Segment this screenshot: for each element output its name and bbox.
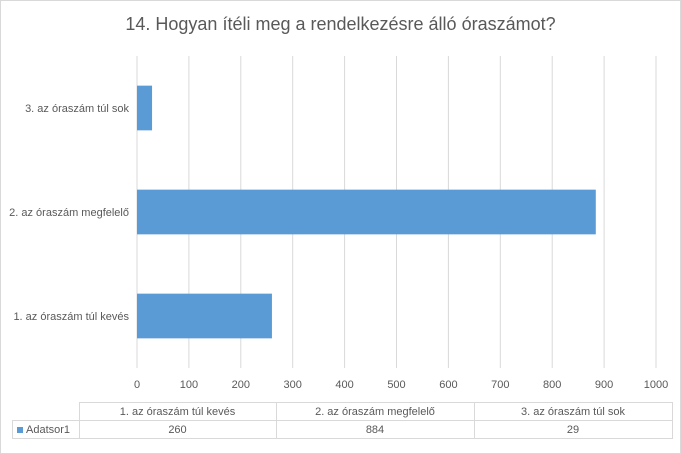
data-table-header-cell: 1. az óraszám túl kevés — [78, 402, 277, 421]
data-table-row: Adatsor1 260 884 29 — [12, 420, 673, 439]
data-table-value-cell: 260 — [78, 420, 277, 439]
x-tick-label: 600 — [439, 379, 457, 391]
data-table-series-cell: Adatsor1 — [12, 420, 80, 439]
x-tick-label: 400 — [335, 379, 353, 391]
x-tick-label: 300 — [284, 379, 302, 391]
data-table: 1. az óraszám túl kevés 2. az óraszám me… — [12, 402, 673, 439]
bar — [137, 85, 153, 131]
chart-title: 14. Hogyan ítéli meg a rendelkezésre áll… — [125, 14, 556, 34]
data-table-header-cell: 2. az óraszám megfelelő — [275, 402, 475, 421]
y-category-label: 3. az óraszám túl sok — [25, 103, 129, 115]
x-tick-label: 700 — [491, 379, 509, 391]
data-table-value-cell: 884 — [275, 420, 475, 439]
data-table-series-name: Adatsor1 — [26, 423, 71, 436]
data-table-header-cell: 3. az óraszám túl sok — [473, 402, 673, 421]
y-category-label: 1. az óraszám túl kevés — [13, 311, 129, 323]
x-tick-label: 0 — [134, 379, 140, 391]
x-tick-label: 1000 — [644, 379, 668, 391]
data-table-value-cell: 29 — [473, 420, 673, 439]
x-tick-label: 200 — [232, 379, 250, 391]
bar — [137, 189, 596, 235]
data-table-header-row: 1. az óraszám túl kevés 2. az óraszám me… — [12, 402, 673, 421]
x-tick-label: 900 — [595, 379, 613, 391]
y-category-label: 2. az óraszám megfelelő — [9, 207, 129, 219]
bar — [137, 293, 272, 339]
x-tick-label: 500 — [387, 379, 405, 391]
legend-key-icon — [17, 426, 23, 433]
x-tick-label: 100 — [180, 379, 198, 391]
x-tick-label: 800 — [543, 379, 561, 391]
data-table-corner — [12, 402, 80, 421]
